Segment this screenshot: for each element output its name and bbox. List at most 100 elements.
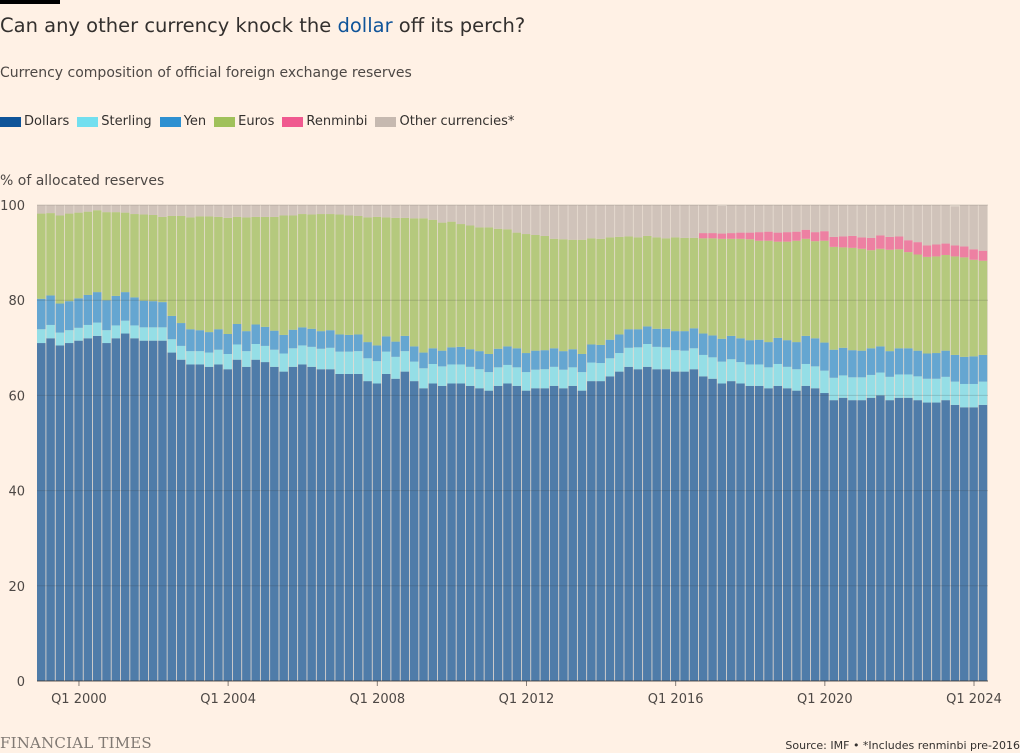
bar-euros-19 (214, 216, 223, 330)
bar-renminbi-93 (904, 240, 913, 253)
bar-yen-17 (195, 330, 205, 352)
bar-sterling-6 (92, 322, 102, 336)
bar-dollars-62 (615, 371, 624, 681)
bar-sterling-38 (391, 356, 400, 379)
bar-dollars-72 (708, 378, 717, 681)
bar-euros-49 (493, 228, 503, 349)
bar-dollars-61 (605, 376, 615, 681)
bar-dollars-101 (978, 404, 988, 681)
bar-sterling-5 (83, 324, 93, 339)
bar-euros-44 (447, 221, 456, 348)
bar-dollars-71 (698, 376, 708, 681)
bar-sterling-79 (773, 363, 783, 386)
bar-sterling-56 (559, 369, 568, 389)
bar-euros-42 (428, 219, 438, 349)
bar-yen-26 (279, 334, 288, 354)
legend-label-sterling: Sterling (101, 114, 152, 129)
bar-other-currencies-93 (904, 205, 913, 241)
bar-dollars-28 (298, 364, 307, 681)
bar-dollars-85 (829, 400, 839, 681)
bar-yen-18 (204, 332, 214, 353)
bar-dollars-54 (540, 388, 549, 681)
bar-dollars-50 (503, 383, 512, 681)
bar-dollars-9 (120, 333, 130, 681)
bar-sterling-85 (829, 377, 839, 401)
bar-dollars-48 (484, 390, 494, 681)
bar-other-currencies-32 (335, 205, 344, 215)
bar-dollars-5 (83, 338, 93, 681)
bar-dollars-8 (111, 338, 121, 681)
bar-yen-56 (559, 351, 568, 370)
bar-dollars-70 (689, 369, 699, 681)
bar-yen-27 (288, 329, 298, 349)
bar-yen-91 (885, 351, 894, 377)
bar-dollars-40 (409, 381, 419, 681)
bar-other-currencies-53 (531, 205, 540, 235)
bar-sterling-69 (680, 350, 689, 372)
bar-yen-12 (148, 301, 158, 328)
bar-other-currencies-28 (298, 205, 307, 215)
bar-sterling-46 (465, 366, 475, 386)
bar-dollars-52 (521, 390, 531, 681)
bar-yen-68 (671, 331, 680, 351)
bar-renminbi-78 (764, 231, 773, 241)
bar-euros-79 (773, 241, 783, 338)
bar-dollars-100 (969, 407, 978, 681)
bar-other-currencies-6 (92, 205, 102, 211)
bar-euros-43 (437, 222, 447, 351)
bar-euros-74 (726, 238, 736, 336)
bar-renminbi-73 (717, 233, 727, 239)
bar-euros-17 (195, 216, 205, 331)
legend-item-renminbi: Renminbi (282, 114, 367, 129)
bar-dollars-51 (512, 385, 522, 681)
bar-sterling-86 (838, 375, 848, 398)
bar-sterling-10 (130, 325, 139, 339)
bar-renminbi-88 (857, 237, 866, 249)
bar-euros-12 (148, 215, 158, 302)
bar-yen-53 (531, 350, 540, 370)
bar-euros-67 (661, 238, 671, 329)
bar-euros-91 (885, 249, 894, 352)
bar-dollars-18 (204, 366, 214, 681)
bar-sterling-54 (540, 369, 549, 389)
bar-euros-34 (354, 215, 363, 335)
bar-other-currencies-60 (596, 205, 605, 239)
bar-yen-7 (102, 300, 111, 331)
bar-renminbi-90 (876, 235, 885, 249)
bar-euros-32 (335, 214, 344, 335)
bar-euros-97 (941, 254, 950, 351)
bar-other-currencies-27 (288, 205, 298, 216)
bar-yen-37 (381, 336, 391, 352)
bar-euros-63 (624, 236, 633, 330)
bar-other-currencies-55 (549, 205, 559, 239)
x-tick-label-2016: Q1 2016 (648, 692, 704, 707)
bar-sterling-65 (643, 343, 652, 367)
bar-sterling-25 (270, 349, 279, 367)
bar-sterling-15 (176, 345, 186, 360)
bar-euros-55 (549, 238, 559, 349)
bar-other-currencies-74 (726, 205, 736, 234)
bar-dollars-87 (848, 400, 857, 681)
bar-dollars-95 (922, 402, 932, 681)
bar-dollars-96 (932, 402, 941, 681)
bar-dollars-89 (866, 397, 876, 681)
bar-other-currencies-44 (447, 205, 456, 222)
bar-yen-57 (568, 349, 577, 368)
bar-yen-25 (270, 330, 279, 350)
bar-other-currencies-76 (745, 205, 755, 233)
bar-sterling-51 (512, 367, 522, 386)
bar-euros-59 (587, 238, 596, 345)
legend-swatch-other (375, 116, 397, 127)
bar-euros-99 (960, 257, 969, 357)
bar-yen-23 (251, 324, 260, 344)
bar-yen-41 (419, 352, 428, 369)
bar-euros-93 (904, 252, 913, 349)
bar-sterling-91 (885, 376, 894, 401)
bar-other-currencies-83 (810, 205, 820, 233)
bar-sterling-31 (326, 347, 335, 370)
bar-euros-85 (829, 246, 839, 350)
legend-label-renminbi: Renminbi (306, 114, 368, 129)
bar-yen-29 (307, 328, 316, 347)
bar-yen-94 (913, 350, 922, 377)
bar-sterling-52 (521, 372, 531, 391)
